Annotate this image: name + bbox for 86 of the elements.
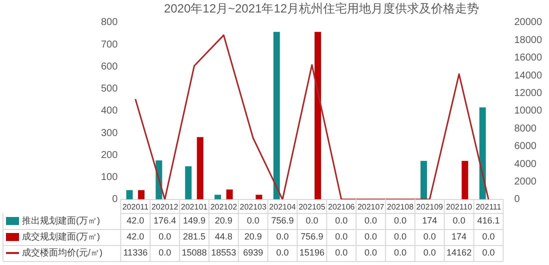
x-tick-label: 202110 [446,202,473,212]
y2-tick-label: 10000 [514,106,542,117]
bar [126,190,133,200]
data-label: 44.8 [214,231,232,242]
x-tick-label: 202106 [328,202,356,212]
data-label: 756.9 [300,231,324,242]
bar [420,160,427,200]
bar [196,137,204,200]
data-label: 42.0 [126,215,144,226]
data-label: 174 [452,231,467,242]
data-label: 15196 [299,247,324,258]
legend-label: 成交规划建面(万㎡) [22,231,100,242]
y-tick-label: 600 [100,61,118,72]
data-label: 15088 [182,247,207,258]
data-label: 0.0 [335,231,348,242]
data-label: 0.0 [482,231,495,242]
y-tick-label: 200 [100,150,118,161]
bar [462,160,468,200]
data-label: 20.9 [244,231,262,242]
data-label: 0.0 [335,215,348,226]
data-label: 42.0 [126,231,144,242]
y2-tick-label: 12000 [514,88,542,99]
data-label: 0.0 [306,215,318,226]
x-tick-label: 202101 [180,202,208,212]
data-label: 0.0 [276,231,289,242]
data-label: 176.4 [154,215,176,226]
x-tick-label: 202104 [269,202,296,212]
data-label: 20.9 [214,215,232,226]
data-label: 0.0 [335,247,348,258]
y-tick-label: 400 [100,106,118,117]
data-label: 0.0 [394,247,406,258]
data-label: 149.9 [182,215,206,226]
data-label: 0.0 [482,247,495,258]
data-label: 11336 [123,247,148,258]
bar [273,32,280,200]
x-tick-label: 202105 [298,202,326,212]
x-tick-label: 202111 [476,202,502,212]
data-label: 0.0 [423,231,436,242]
y2-tick-label: 6000 [514,141,537,152]
bar [185,166,192,200]
data-label: 0.0 [158,247,172,258]
data-label: 0.0 [158,231,172,242]
data-label: 174 [422,215,438,226]
y-tick-label: 500 [100,84,118,95]
bar [226,189,233,200]
legend-label: 成交楼面均价(元/㎡) [22,247,102,258]
data-label: 756.9 [271,215,294,226]
data-label: 0.0 [364,215,378,226]
bar [314,32,322,200]
data-label: 0.0 [246,215,260,226]
data-label: 0.0 [394,215,406,226]
y2-tick-label: 16000 [514,52,542,64]
data-label: 0.0 [394,231,406,242]
data-label: 0.0 [423,247,436,258]
bar [138,190,145,200]
x-tick-label: 202103 [240,202,267,212]
data-label: 18553 [211,247,236,258]
y-tick-label: 0 [112,194,118,206]
x-tick-label: 202011 [122,202,149,212]
y-tick-label: 800 [100,17,118,28]
x-tick-label: 202109 [416,202,444,212]
bar [479,107,486,200]
y2-tick-label: 14000 [514,70,542,82]
y2-tick-label: 4000 [514,158,537,170]
data-label: 0.0 [364,231,378,242]
legend-label: 推出规划建面(万㎡) [22,215,100,226]
y-tick-label: 700 [100,39,118,50]
data-label: 416.1 [477,215,500,226]
data-label: 14162 [446,247,472,258]
data-label: 281.5 [182,231,206,242]
data-label: 0.0 [452,215,466,226]
y2-tick-label: 18000 [514,34,542,46]
x-tick-label: 202102 [210,202,238,212]
x-tick-label: 202108 [386,202,414,212]
data-label: 0.0 [364,247,378,258]
x-tick-label: 202012 [151,202,179,212]
y2-tick-label: 20000 [514,17,542,28]
y-tick-label: 300 [100,128,118,139]
data-label: 6939 [243,247,264,258]
data-label: 0.0 [276,247,289,258]
y-tick-label: 100 [100,172,118,184]
y2-tick-label: 0 [514,194,520,206]
x-tick-label: 202107 [357,202,385,212]
y2-tick-label: 8000 [514,123,537,134]
y2-tick-label: 2000 [514,176,537,188]
chart-title: 2020年12月~2021年12月杭州住宅用地月度供求及价格走势 [164,2,480,16]
